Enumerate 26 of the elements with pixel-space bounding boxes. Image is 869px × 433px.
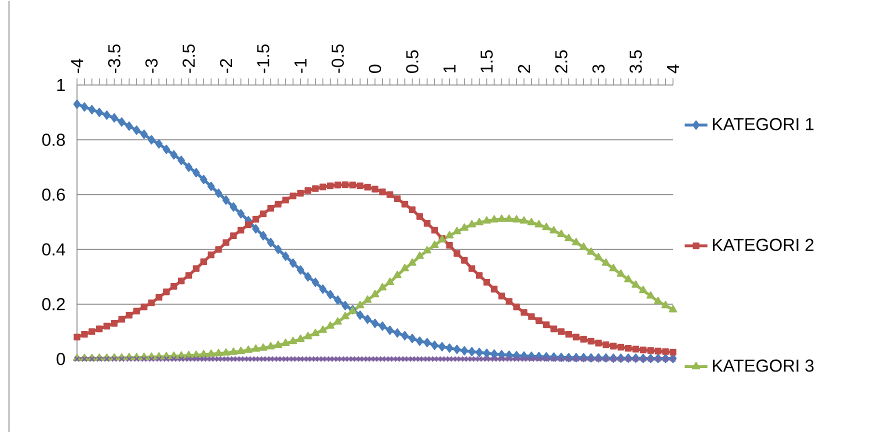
x-tick-label: -2.5: [182, 44, 195, 73]
x-tick-label: -0.5: [332, 44, 344, 73]
x-tick-label: -1: [294, 59, 306, 73]
x-tick-label: -4: [71, 58, 83, 73]
x-tick-label: 0.5: [406, 50, 418, 73]
y-tick-label: 0.6: [42, 188, 65, 201]
x-tick-label: 1: [444, 64, 456, 72]
y-tick-label: 0: [56, 352, 65, 366]
legend-label: KATEGORI 2: [713, 238, 814, 252]
y-tick-label: 0.8: [42, 134, 65, 146]
x-tick-label: -3.5: [108, 44, 120, 73]
legend-label: KATEGORI 1: [713, 118, 814, 130]
x-tick-label: 3: [592, 64, 605, 73]
y-tick-label: 0.4: [42, 243, 66, 256]
x-tick-label: 1.5: [480, 50, 493, 72]
x-tick-label: 3.5: [630, 50, 642, 73]
x-tick-label: -3: [145, 58, 158, 73]
x-tick-label: 0: [368, 64, 382, 73]
x-tick-label: -1.5: [257, 44, 270, 73]
x-tick-label: 2: [518, 64, 530, 73]
x-tick-label: -2: [220, 59, 232, 73]
y-tick-label: 0.2: [42, 298, 65, 310]
x-tick-label: 4: [667, 64, 679, 74]
legend-label: KATEGORI 3: [713, 360, 814, 372]
y-tick-label: 1: [57, 79, 65, 91]
x-tick-label: 2.5: [555, 50, 568, 73]
